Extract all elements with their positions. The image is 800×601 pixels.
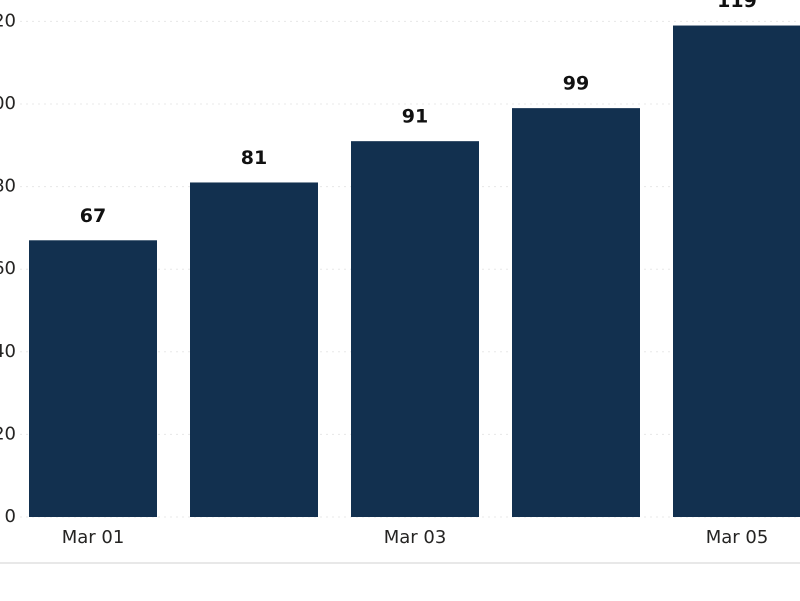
value-label: 119	[717, 0, 757, 12]
y-tick-label: 20	[0, 423, 16, 444]
x-tick-label: Mar 03	[384, 527, 447, 548]
bar	[29, 240, 157, 518]
x-tick-label: Mar 05	[706, 527, 769, 548]
bar	[512, 108, 640, 517]
y-tick-label: 60	[0, 258, 16, 279]
bar	[190, 182, 318, 517]
value-label: 99	[563, 73, 589, 95]
value-label: 67	[80, 205, 106, 227]
y-tick-label: 80	[0, 176, 16, 197]
bar	[351, 141, 479, 518]
y-tick-label: 40	[0, 341, 16, 362]
bar	[673, 25, 800, 518]
y-tick-label: 100	[0, 93, 16, 114]
value-label: 81	[241, 147, 267, 169]
x-tick-label: Mar 01	[62, 527, 125, 548]
y-tick-label: 0	[5, 506, 16, 527]
value-label: 91	[402, 106, 428, 128]
y-tick-label: 120	[0, 10, 16, 31]
